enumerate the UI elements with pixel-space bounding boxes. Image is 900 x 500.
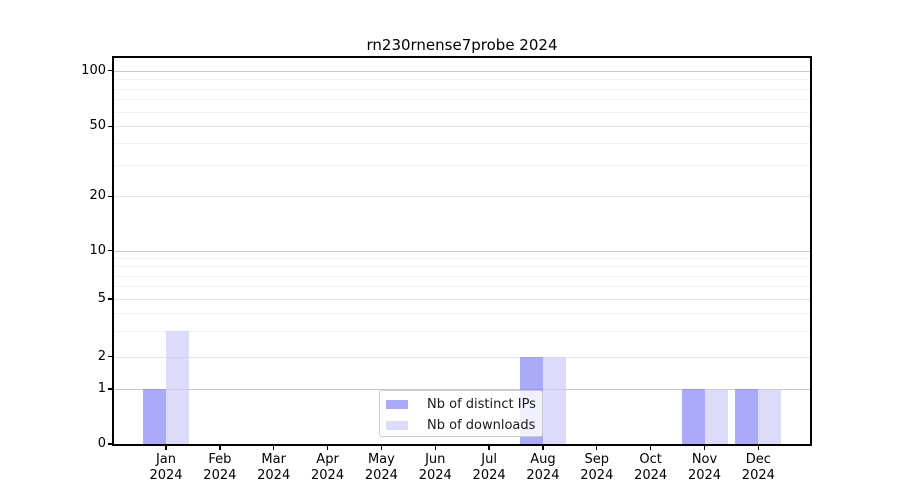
legend-swatch — [386, 420, 408, 431]
y-tick-mark — [108, 356, 114, 358]
gridline-major — [114, 126, 810, 128]
y-tick-mark — [108, 70, 114, 72]
y-tick-mark — [108, 195, 114, 197]
x-tick-mark — [326, 444, 329, 450]
x-tick-label: Jun 2024 — [418, 452, 452, 483]
y-tick-mark — [108, 388, 114, 390]
x-tick-label: May 2024 — [364, 452, 398, 483]
gridline-minor — [114, 275, 810, 277]
gridline-minor — [114, 99, 810, 101]
x-tick-mark — [380, 444, 383, 450]
x-tick-label: Jan 2024 — [149, 452, 183, 483]
x-tick-label: Dec 2024 — [741, 452, 775, 483]
chart-title: rn230rnense7probe 2024 — [366, 36, 558, 54]
x-tick-mark — [649, 444, 652, 450]
bar-nb-of-distinct-ips-dec — [735, 389, 759, 444]
gridline-minor — [114, 165, 810, 167]
y-tick-mark — [108, 125, 114, 127]
y-tick-mark — [108, 298, 114, 300]
bar-nb-of-downloads-dec — [758, 389, 782, 444]
gridline-minor — [114, 266, 810, 268]
x-tick-mark — [596, 444, 598, 450]
x-tick-label: Aug 2024 — [526, 452, 560, 483]
bar-nb-of-downloads-aug — [542, 356, 566, 444]
x-tick-mark — [434, 444, 436, 450]
x-tick-label: Oct 2024 — [634, 452, 668, 483]
x-tick-mark — [703, 444, 706, 450]
y-tick-mark — [108, 250, 114, 252]
legend-swatch — [386, 399, 408, 410]
x-tick-mark — [542, 444, 544, 450]
gridline-minor — [114, 258, 810, 260]
x-tick-mark — [757, 444, 760, 450]
x-tick-mark — [219, 444, 221, 450]
y-tick-label: 5 — [97, 291, 106, 306]
gridline-decade — [114, 389, 810, 390]
gridline-minor — [114, 331, 810, 333]
gridline-major — [114, 299, 810, 300]
x-tick-mark — [488, 444, 490, 450]
gridline-minor — [114, 88, 810, 90]
bar-nb-of-distinct-ips-jan — [143, 389, 166, 444]
y-tick-label: 10 — [89, 242, 106, 258]
legend-item: Nb of distinct IPs — [383, 397, 536, 412]
gridline-decade — [114, 250, 810, 252]
gridline-minor — [114, 111, 810, 113]
gridline-major — [114, 196, 810, 198]
y-tick-label: 0 — [97, 436, 106, 451]
y-tick-label: 2 — [97, 348, 106, 364]
x-tick-label: Jul 2024 — [472, 452, 506, 483]
gridline-minor — [114, 313, 810, 315]
x-tick-label: Sep 2024 — [580, 452, 614, 483]
y-tick-label: 1 — [97, 381, 106, 396]
gridline-minor — [114, 286, 810, 288]
x-tick-label: Mar 2024 — [257, 452, 291, 483]
legend-item: Nb of downloads — [383, 418, 536, 433]
x-tick-mark — [273, 444, 275, 450]
legend-label: Nb of downloads — [427, 418, 536, 433]
bar-nb-of-distinct-ips-nov — [681, 389, 705, 444]
bar-nb-of-downloads-jan — [166, 331, 189, 444]
bar-nb-of-downloads-nov — [704, 389, 728, 444]
x-tick-label: Apr 2024 — [311, 452, 345, 483]
y-tick-mark — [108, 443, 114, 445]
plot-area — [114, 58, 810, 444]
x-tick-label: Feb 2024 — [203, 452, 237, 483]
legend-label: Nb of distinct IPs — [427, 397, 536, 412]
gridline-minor — [114, 143, 810, 145]
y-tick-label: 20 — [89, 188, 106, 204]
gridline-major — [114, 356, 810, 358]
y-tick-label: 50 — [89, 118, 106, 134]
legend: Nb of distinct IPs Nb of downloads — [379, 390, 543, 437]
gridline-minor — [114, 79, 810, 81]
x-tick-mark — [165, 444, 167, 450]
x-tick-label: Nov 2024 — [687, 452, 722, 483]
y-tick-label: 100 — [81, 62, 106, 78]
gridline-decade — [114, 70, 810, 72]
